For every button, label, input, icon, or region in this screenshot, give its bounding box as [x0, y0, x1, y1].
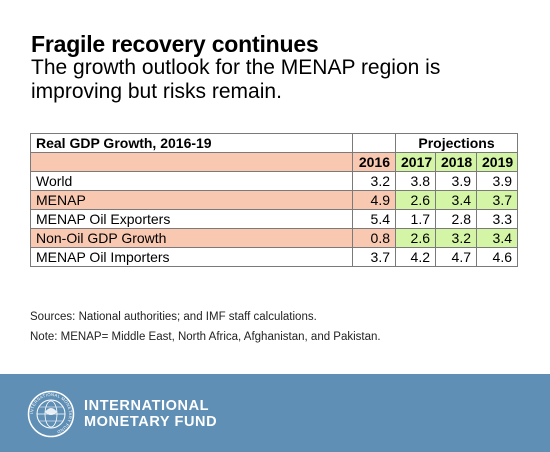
table-row: MENAP 4.9 2.6 3.4 3.7 — [30, 190, 519, 210]
projections-header: Projections — [394, 133, 519, 153]
table-cell: 5.4 — [352, 209, 396, 229]
table-row: Non-Oil GDP Growth 0.8 2.6 3.2 3.4 — [30, 228, 519, 248]
column-header: 2017 — [395, 152, 436, 172]
table-cell: 4.6 — [475, 247, 519, 267]
table-cell: 4.2 — [395, 247, 436, 267]
table-cell: 3.2 — [435, 228, 477, 248]
org-name-line2: MONETARY FUND — [84, 414, 218, 430]
table-cell: 4.9 — [352, 190, 396, 210]
table-cell: 3.7 — [475, 190, 519, 210]
table-cell: 3.3 — [475, 209, 519, 229]
chart-subtitle: The growth outlook for the MENAP region … — [31, 56, 441, 103]
table-row: MENAP Oil Exporters 5.4 1.7 2.8 3.3 — [30, 209, 519, 229]
table-cell: 3.2 — [352, 171, 396, 191]
source-notes: Sources: National authorities; and IMF s… — [30, 307, 381, 347]
table-cell: 3.8 — [395, 171, 436, 191]
row-label: MENAP Oil Exporters — [30, 209, 353, 229]
table-cell: 3.9 — [475, 171, 519, 191]
table-cell: 3.4 — [475, 228, 519, 248]
row-label: MENAP Oil Importers — [30, 247, 353, 267]
year-header-blank — [30, 152, 353, 172]
column-header: 2016 — [352, 152, 396, 172]
table-cell: 3.7 — [352, 247, 396, 267]
imf-seal-icon: INTERNATIONAL MONETARY FUND — [27, 390, 75, 438]
table-cell: 3.4 — [435, 190, 477, 210]
gdp-growth-table: Real GDP Growth, 2016-19 Projections 201… — [30, 133, 519, 267]
footer-band — [0, 374, 550, 452]
table-row: World 3.2 3.8 3.9 3.9 — [30, 171, 519, 191]
table-cell: 1.7 — [395, 209, 436, 229]
table-cell: 2.6 — [395, 228, 436, 248]
sources-note: Sources: National authorities; and IMF s… — [30, 311, 317, 323]
table-caption-blank — [352, 133, 396, 153]
row-label: Non-Oil GDP Growth — [30, 228, 353, 248]
table-cell: 2.8 — [435, 209, 477, 229]
table-row: MENAP Oil Importers 3.7 4.2 4.7 4.6 — [30, 247, 519, 267]
table-cell: 2.6 — [395, 190, 436, 210]
column-header: 2018 — [435, 152, 477, 172]
imf-wordmark: INTERNATIONAL MONETARY FUND — [84, 398, 217, 430]
chart-title: Fragile recovery continues — [31, 31, 319, 57]
row-label: World — [30, 171, 353, 191]
table-cell: 3.9 — [435, 171, 477, 191]
definition-note: Note: MENAP= Middle East, North Africa, … — [30, 331, 381, 343]
table-title: Real GDP Growth, 2016-19 — [30, 133, 353, 153]
column-header: 2019 — [475, 152, 519, 172]
table-cell: 0.8 — [352, 228, 396, 248]
org-name-line1: INTERNATIONAL — [84, 398, 210, 414]
table-cell: 4.7 — [435, 247, 477, 267]
row-label: MENAP — [30, 190, 353, 210]
table-caption-row: Real GDP Growth, 2016-19 Projections — [30, 133, 519, 153]
year-header-row: 2016 2017 2018 2019 — [30, 152, 519, 172]
